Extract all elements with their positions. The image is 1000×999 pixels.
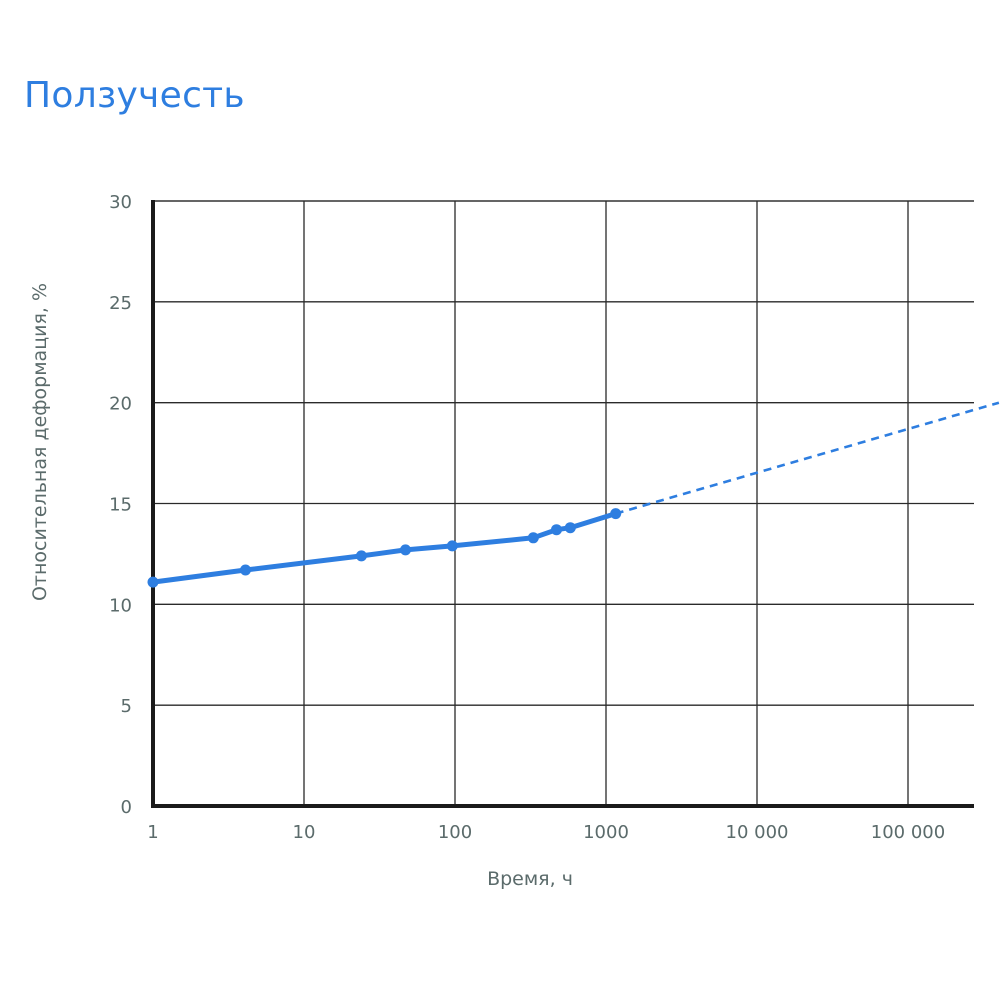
y-tick-label: 15 — [109, 495, 132, 516]
x-tick-label: 1 — [147, 822, 158, 843]
data-points — [147, 508, 622, 588]
data-point — [446, 540, 458, 552]
data-point — [564, 522, 576, 534]
y-tick-label: 0 — [121, 797, 132, 818]
series-line-extrapolated — [615, 401, 1000, 515]
page-title: Ползучесть — [24, 75, 245, 116]
data-point — [610, 508, 622, 520]
data-point — [527, 532, 539, 544]
x-tick-label: 100 — [438, 822, 472, 843]
axes — [151, 200, 974, 808]
data-point — [551, 524, 562, 536]
y-tick-labels: 0 5 10 15 20 25 30 — [109, 192, 132, 818]
x-tick-label: 100 000 — [871, 822, 945, 843]
series-lines — [150, 401, 1000, 585]
data-point — [400, 544, 411, 556]
data-point — [240, 564, 251, 576]
x-tick-label: 10 — [293, 822, 316, 843]
y-tick-label: 10 — [109, 595, 132, 616]
y-tick-label: 25 — [109, 293, 132, 314]
y-axis-title: Относительная деформация, % — [29, 283, 51, 601]
y-tick-label: 20 — [109, 394, 132, 415]
series-line-measured — [150, 511, 619, 585]
grid-lines — [153, 200, 974, 806]
y-tick-label: 5 — [121, 696, 132, 717]
data-point — [147, 576, 159, 588]
x-tick-labels: 1 10 100 1000 10 000 100 000 — [147, 822, 945, 843]
data-point — [355, 550, 367, 562]
x-axis-title: Время, ч — [487, 868, 573, 890]
y-tick-label: 30 — [109, 192, 132, 213]
x-tick-label: 1000 — [583, 822, 629, 843]
x-tick-label: 10 000 — [726, 822, 789, 843]
